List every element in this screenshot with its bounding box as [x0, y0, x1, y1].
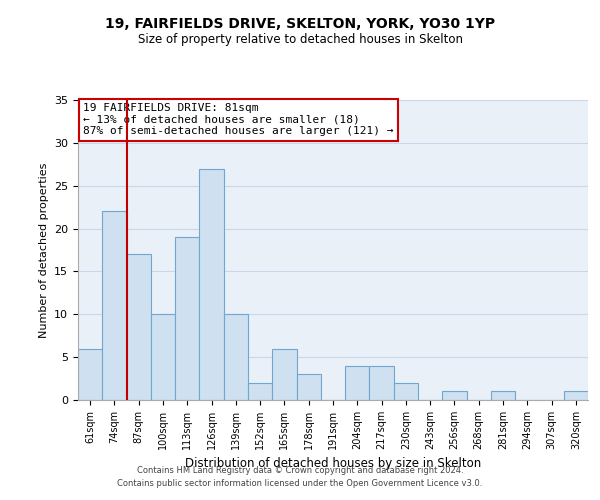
X-axis label: Distribution of detached houses by size in Skelton: Distribution of detached houses by size …	[185, 458, 481, 470]
Bar	[296, 374, 321, 400]
Bar	[345, 366, 370, 400]
Bar	[248, 383, 272, 400]
Bar	[564, 392, 588, 400]
Text: Size of property relative to detached houses in Skelton: Size of property relative to detached ho…	[137, 32, 463, 46]
Bar	[491, 392, 515, 400]
Y-axis label: Number of detached properties: Number of detached properties	[38, 162, 49, 338]
Bar	[151, 314, 175, 400]
Text: Contains HM Land Registry data © Crown copyright and database right 2024.
Contai: Contains HM Land Registry data © Crown c…	[118, 466, 482, 487]
Bar	[199, 168, 224, 400]
Bar	[272, 348, 296, 400]
Bar	[394, 383, 418, 400]
Bar	[127, 254, 151, 400]
Bar	[102, 212, 127, 400]
Bar	[442, 392, 467, 400]
Bar	[370, 366, 394, 400]
Text: 19 FAIRFIELDS DRIVE: 81sqm
← 13% of detached houses are smaller (18)
87% of semi: 19 FAIRFIELDS DRIVE: 81sqm ← 13% of deta…	[83, 103, 394, 136]
Bar	[175, 237, 199, 400]
Bar	[224, 314, 248, 400]
Bar	[78, 348, 102, 400]
Text: 19, FAIRFIELDS DRIVE, SKELTON, YORK, YO30 1YP: 19, FAIRFIELDS DRIVE, SKELTON, YORK, YO3…	[105, 18, 495, 32]
